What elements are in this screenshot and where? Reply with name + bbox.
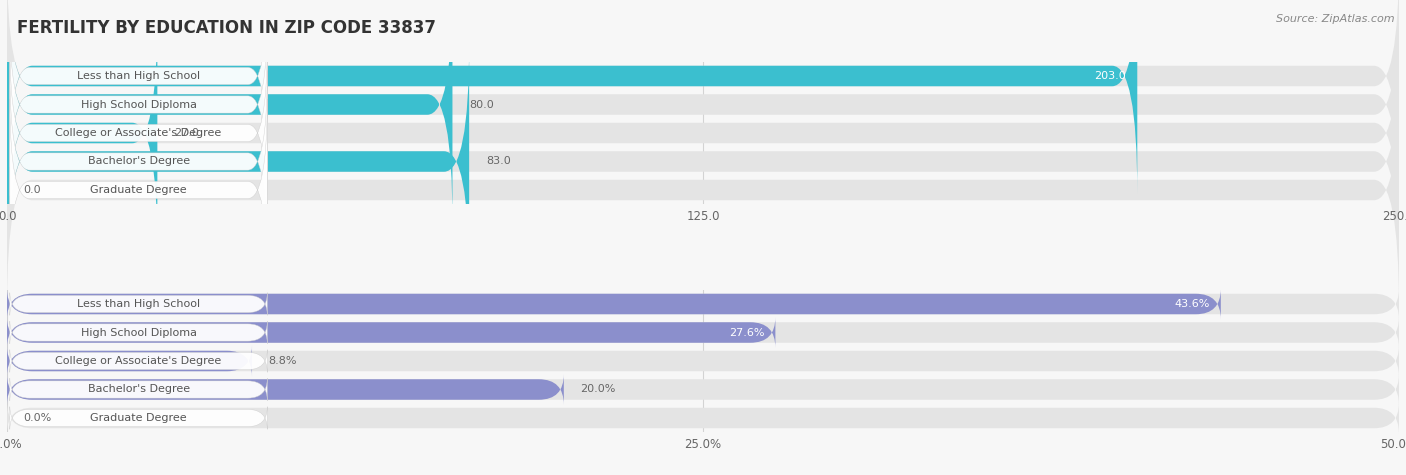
FancyBboxPatch shape xyxy=(7,289,1399,319)
FancyBboxPatch shape xyxy=(10,99,267,281)
Text: 203.0: 203.0 xyxy=(1094,71,1126,81)
Text: 27.6%: 27.6% xyxy=(728,327,765,338)
Text: Source: ZipAtlas.com: Source: ZipAtlas.com xyxy=(1277,14,1395,24)
FancyBboxPatch shape xyxy=(7,15,157,251)
Text: Graduate Degree: Graduate Degree xyxy=(90,413,187,423)
FancyBboxPatch shape xyxy=(7,0,1399,194)
Text: 43.6%: 43.6% xyxy=(1174,299,1209,309)
FancyBboxPatch shape xyxy=(7,289,1220,319)
FancyBboxPatch shape xyxy=(10,70,267,253)
Text: 0.0%: 0.0% xyxy=(24,413,52,423)
FancyBboxPatch shape xyxy=(10,42,267,224)
FancyBboxPatch shape xyxy=(7,15,1399,251)
FancyBboxPatch shape xyxy=(7,44,1399,279)
Text: 80.0: 80.0 xyxy=(470,99,494,110)
FancyBboxPatch shape xyxy=(10,321,267,344)
FancyBboxPatch shape xyxy=(7,0,1137,194)
FancyBboxPatch shape xyxy=(7,317,775,348)
FancyBboxPatch shape xyxy=(7,317,1399,348)
Text: College or Associate's Degree: College or Associate's Degree xyxy=(55,356,222,366)
FancyBboxPatch shape xyxy=(7,0,1399,222)
Text: 83.0: 83.0 xyxy=(486,156,510,167)
Text: Graduate Degree: Graduate Degree xyxy=(90,185,187,195)
FancyBboxPatch shape xyxy=(10,378,267,401)
Text: College or Associate's Degree: College or Associate's Degree xyxy=(55,128,222,138)
FancyBboxPatch shape xyxy=(10,0,267,167)
FancyBboxPatch shape xyxy=(7,374,564,405)
Text: 8.8%: 8.8% xyxy=(269,356,297,366)
FancyBboxPatch shape xyxy=(10,350,267,372)
FancyBboxPatch shape xyxy=(7,346,252,376)
Text: Less than High School: Less than High School xyxy=(77,299,200,309)
Text: Less than High School: Less than High School xyxy=(77,71,200,81)
Text: High School Diploma: High School Diploma xyxy=(80,99,197,110)
Text: FERTILITY BY EDUCATION IN ZIP CODE 33837: FERTILITY BY EDUCATION IN ZIP CODE 33837 xyxy=(17,19,436,37)
FancyBboxPatch shape xyxy=(10,293,267,315)
FancyBboxPatch shape xyxy=(7,44,470,279)
FancyBboxPatch shape xyxy=(7,346,1399,376)
FancyBboxPatch shape xyxy=(7,374,1399,405)
Text: Bachelor's Degree: Bachelor's Degree xyxy=(87,384,190,395)
Text: 20.0%: 20.0% xyxy=(581,384,616,395)
FancyBboxPatch shape xyxy=(10,407,267,429)
Text: Bachelor's Degree: Bachelor's Degree xyxy=(87,156,190,167)
Text: High School Diploma: High School Diploma xyxy=(80,327,197,338)
FancyBboxPatch shape xyxy=(10,13,267,196)
FancyBboxPatch shape xyxy=(7,403,1399,433)
Text: 27.0: 27.0 xyxy=(174,128,198,138)
FancyBboxPatch shape xyxy=(7,0,453,222)
FancyBboxPatch shape xyxy=(7,72,1399,308)
Text: 0.0: 0.0 xyxy=(24,185,41,195)
